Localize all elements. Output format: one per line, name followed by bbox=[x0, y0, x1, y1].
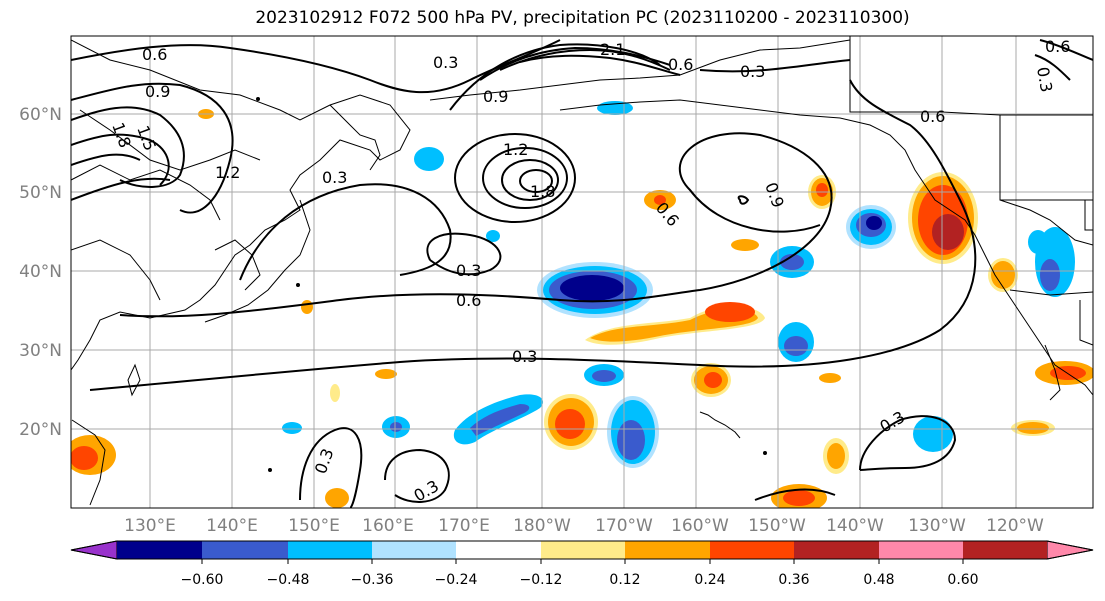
contour-label: 0.6 bbox=[668, 55, 693, 74]
lon-label: 160°E bbox=[362, 516, 414, 536]
lat-label: 40°N bbox=[19, 262, 62, 282]
colorbar-tick-label: 0.36 bbox=[778, 572, 809, 588]
contour-label: 0.6 bbox=[920, 107, 945, 126]
lon-label: 120°W bbox=[986, 516, 1044, 536]
lon-label: 130°W bbox=[908, 516, 966, 536]
colorbar-tick-label: 0.12 bbox=[609, 572, 640, 588]
colorbar-tick-label: −0.36 bbox=[351, 572, 394, 588]
lon-label: 150°E bbox=[288, 516, 340, 536]
contour-label: 1.8 bbox=[530, 182, 555, 201]
colorbar-outline bbox=[70, 540, 1094, 560]
contour-label: 0.3 bbox=[322, 168, 347, 187]
colorbar-cell bbox=[879, 541, 963, 559]
lon-label: 140°E bbox=[206, 516, 258, 536]
colorbar-tick-label: 0.24 bbox=[694, 572, 725, 588]
contour-label: 1.2 bbox=[503, 140, 528, 159]
contour-label: 0.6 bbox=[142, 45, 167, 64]
colorbar-tick-label: −0.60 bbox=[181, 572, 224, 588]
contour-label: 0.3 bbox=[512, 347, 537, 366]
contour-label: 0.3 bbox=[1033, 65, 1056, 93]
colorbar-cell bbox=[117, 541, 202, 559]
colorbar-cell bbox=[372, 541, 456, 559]
contour-label: 0.3 bbox=[456, 261, 481, 280]
map-frame bbox=[70, 35, 1094, 509]
colorbar-tick-label: −0.24 bbox=[435, 572, 478, 588]
pv-contours bbox=[71, 39, 1093, 508]
colorbar-cell bbox=[288, 541, 372, 559]
colorbar-cell bbox=[625, 541, 710, 559]
colorbar-cell bbox=[710, 541, 794, 559]
lon-label: 150°W bbox=[748, 516, 806, 536]
lat-label: 20°N bbox=[19, 420, 62, 440]
contour-label: 0.9 bbox=[483, 87, 508, 106]
latitude-labels: 60°N 50°N 40°N 30°N 20°N bbox=[19, 105, 62, 440]
lat-label: 60°N bbox=[19, 105, 62, 125]
contour-label: 0.6 bbox=[456, 291, 481, 310]
colorbar-tick-label: −0.12 bbox=[520, 572, 563, 588]
contour-label: 0.3 bbox=[740, 62, 765, 81]
colorbar-cell bbox=[202, 541, 288, 559]
lon-label: 130°E bbox=[124, 516, 176, 536]
contour-label: 0.3 bbox=[433, 53, 458, 72]
colorbar-tick-label: 0.60 bbox=[947, 572, 978, 588]
colorbar: −0.60 −0.48 −0.36 −0.24 −0.12 0.12 0.24 … bbox=[70, 540, 1094, 588]
lat-label: 30°N bbox=[19, 341, 62, 361]
colorbar-extend-high bbox=[1046, 540, 1094, 560]
colorbar-extend-low bbox=[70, 540, 118, 560]
colorbar-cell bbox=[794, 541, 879, 559]
colorbar-cell bbox=[963, 541, 1047, 559]
lon-label: 180°W bbox=[513, 516, 571, 536]
contour-label: 2.1 bbox=[600, 40, 625, 59]
lat-label: 50°N bbox=[19, 183, 62, 203]
contour-label: 1.2 bbox=[215, 163, 240, 182]
colorbar-cell bbox=[541, 541, 625, 559]
lon-label: 170°E bbox=[438, 516, 490, 536]
lon-label: 160°W bbox=[671, 516, 729, 536]
contour-label: 0.9 bbox=[145, 82, 170, 101]
colorbar-tick-label: −0.48 bbox=[267, 572, 310, 588]
lon-label: 140°W bbox=[826, 516, 884, 536]
colorbar-cell bbox=[456, 541, 541, 559]
lon-label: 170°W bbox=[595, 516, 653, 536]
map-title: 2023102912 F072 500 hPa PV, precipitatio… bbox=[255, 8, 910, 28]
colorbar-tick-label: 0.48 bbox=[863, 572, 894, 588]
longitude-labels: 130°E 140°E 150°E 160°E 170°E 180°W 170°… bbox=[124, 516, 1044, 536]
contour-label: 0.6 bbox=[1045, 37, 1070, 56]
